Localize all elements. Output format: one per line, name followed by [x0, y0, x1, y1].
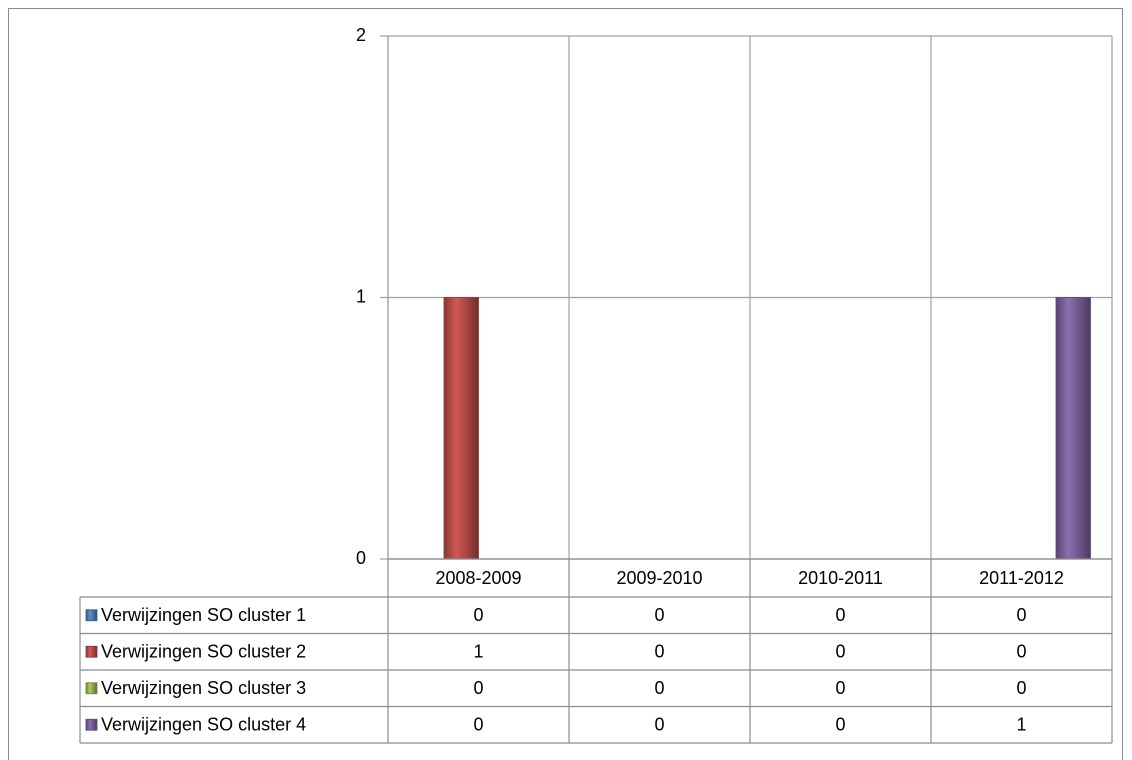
legend-label: Verwijzingen SO cluster 2 — [101, 642, 306, 662]
table-value: 0 — [835, 678, 845, 698]
y-tick-label: 2 — [356, 25, 366, 45]
bar — [443, 297, 479, 560]
y-tick-label: 0 — [356, 548, 366, 568]
table-value: 0 — [473, 605, 483, 625]
legend-swatch — [85, 609, 98, 622]
legend-label: Verwijzingen SO cluster 1 — [101, 605, 306, 625]
table-value: 0 — [1016, 605, 1026, 625]
x-tick-label: 2011-2012 — [979, 568, 1064, 588]
x-tick-label: 2008-2009 — [435, 568, 521, 588]
table-value: 0 — [835, 605, 845, 625]
y-tick-label: 1 — [356, 286, 366, 306]
table-value: 1 — [1016, 715, 1026, 735]
legend-label: Verwijzingen SO cluster 4 — [101, 715, 306, 735]
table-value: 0 — [835, 642, 845, 662]
table-value: 0 — [654, 715, 664, 735]
bar — [1055, 297, 1091, 560]
table-value: 0 — [473, 678, 483, 698]
x-tick-label: 2009-2010 — [616, 568, 702, 588]
legend-label: Verwijzingen SO cluster 3 — [101, 678, 306, 698]
legend-swatch — [85, 682, 98, 695]
chart-border — [8, 8, 1123, 760]
legend-swatch — [85, 645, 98, 658]
table-value: 0 — [1016, 642, 1026, 662]
table-value: 0 — [654, 642, 664, 662]
legend-swatch — [85, 718, 98, 731]
table-value: 0 — [654, 678, 664, 698]
table-value: 0 — [473, 715, 483, 735]
table-value: 0 — [1016, 678, 1026, 698]
table-value: 1 — [473, 642, 483, 662]
table-value: 0 — [835, 715, 845, 735]
x-tick-label: 2010-2011 — [798, 568, 883, 588]
table-value: 0 — [654, 605, 664, 625]
